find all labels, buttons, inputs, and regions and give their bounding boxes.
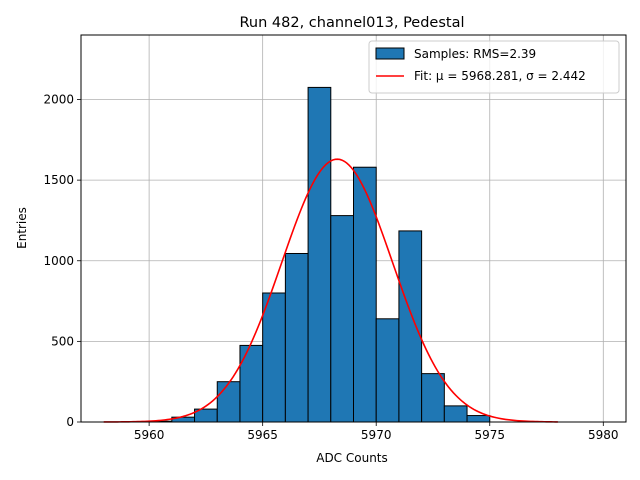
y-tick-label: 500 — [51, 334, 74, 348]
x-axis-ticks: 5960 5965 5970 5975 5980 — [134, 422, 619, 442]
histogram-bar — [466, 415, 491, 423]
histogram-bars — [148, 86, 491, 423]
x-tick-label: 5970 — [361, 428, 392, 442]
chart-title: Run 482, channel013, Pedestal — [239, 15, 464, 31]
histogram-bar — [443, 405, 468, 423]
legend-samples-swatch — [375, 47, 405, 60]
legend-fit-label: Fit: μ = 5968.281, σ = 2.442 — [414, 69, 586, 83]
histogram-bar — [398, 230, 423, 423]
histogram-bar — [353, 166, 377, 423]
gaussian-fit-line — [103, 158, 558, 423]
histogram-bar — [216, 381, 241, 423]
y-tick-label: 0 — [66, 415, 74, 429]
histogram-bar — [421, 373, 445, 423]
y-tick-label: 1500 — [43, 173, 74, 187]
legend: Samples: RMS=2.39 Fit: μ = 5968.281, σ =… — [368, 40, 620, 94]
histogram-bar — [307, 86, 332, 423]
y-tick-label: 2000 — [43, 93, 74, 107]
x-tick-label: 5980 — [588, 428, 619, 442]
histogram-bar — [262, 292, 286, 423]
y-axis-ticks: 0 500 1000 1500 2000 — [43, 93, 81, 429]
legend-box — [368, 40, 620, 94]
histogram-bar — [284, 252, 309, 423]
y-tick-label: 1000 — [43, 254, 74, 268]
x-tick-label: 5965 — [247, 428, 278, 442]
y-axis-label: Entries — [15, 207, 29, 249]
x-axis-label: ADC Counts — [316, 451, 388, 465]
histogram-bar — [330, 215, 354, 423]
x-tick-label: 5975 — [474, 428, 505, 442]
histogram-bar — [239, 344, 264, 423]
x-tick-label: 5960 — [134, 428, 165, 442]
legend-samples-label: Samples: RMS=2.39 — [414, 47, 536, 61]
histogram-bar — [375, 318, 400, 423]
plot-frame — [80, 34, 627, 423]
